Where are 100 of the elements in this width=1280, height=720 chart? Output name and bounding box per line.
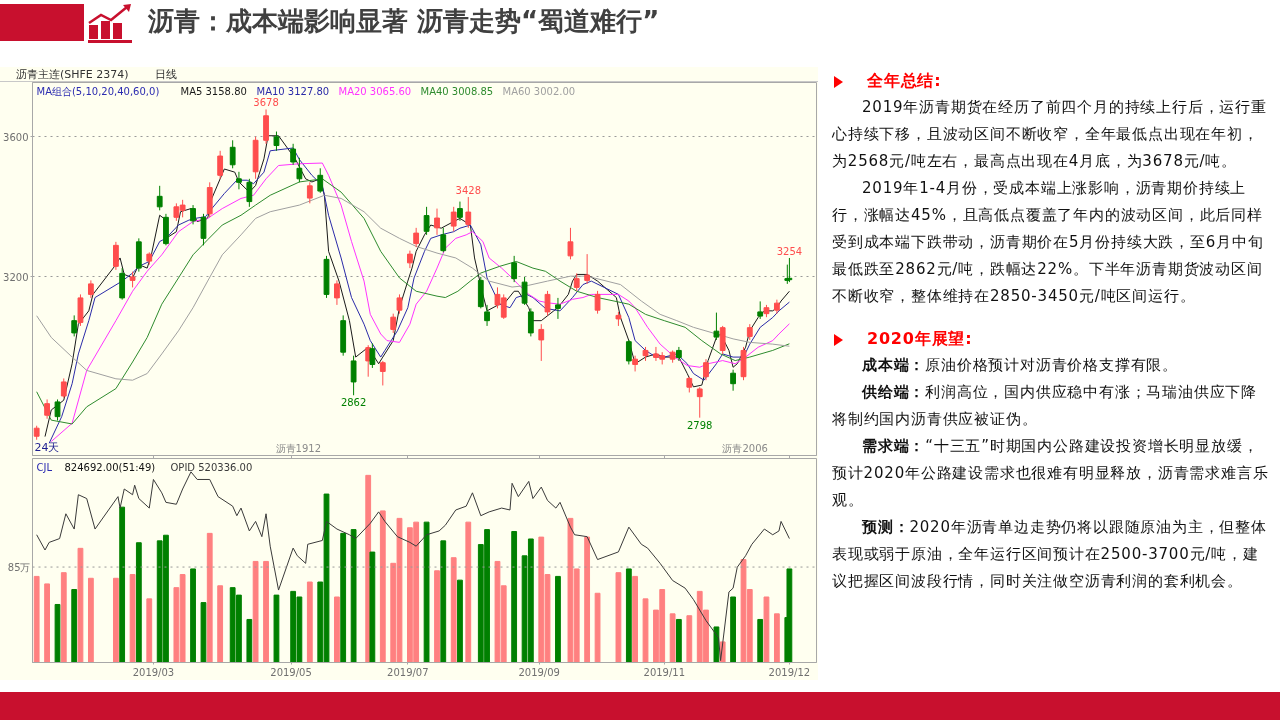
bar [632,575,638,663]
candlestick [719,325,726,355]
annotation: 3428 [455,185,482,197]
candlestick [190,204,196,225]
bar [71,589,78,663]
candlestick [273,131,280,152]
candlestick [594,290,601,315]
chart-subtitle: 沥青主连(SHFE 2374) [16,68,129,81]
candlestick [317,167,324,194]
legend-title: CJL [36,461,53,473]
text: 预测：2020年沥青单边走势仍将以跟随原油为主，但整体表现或弱于原油，全年运行区间预计在2500-3700元/吨，建议把握区间波段行情，同时关注做空沥青利润的套利机会。 [832,517,1268,592]
x-tick-label: 2019/12 [768,666,811,678]
ref-line-label: 85万 [7,561,31,573]
y-tick-label: 3600 [3,131,29,143]
text: 2019年沥青期货在经历了前四个月的持续上行后，运行重心持续下移，且波动区间不断收窄，全年最低点出现在年初，为2568元/吨左右，最高点出现在4月底，为3678元/吨。 [832,97,1268,172]
chart-title: 沥青：成本端影响显著 沥青走势“蜀道难行” [148,5,660,38]
text: MA5 3158.80 [180,85,247,97]
bar [33,575,40,663]
candlestick [538,323,545,362]
text: 全年总结: [866,70,943,92]
bar [252,560,259,663]
bar [263,560,269,663]
candlestick [334,279,340,306]
x-tick-label: 2019/07 [387,666,429,678]
candlestick [236,171,242,190]
candlestick [527,307,534,337]
candlestick [306,181,313,204]
annotation: 2862 [340,397,367,409]
candlestick [413,227,420,248]
bar [246,618,253,663]
bar [369,551,376,663]
bar [334,596,340,663]
candlestick [567,227,574,260]
text: MA40 3008.85 [420,85,494,97]
candlestick [434,208,440,236]
text: 日线 [154,68,177,81]
bar [44,583,50,663]
candlestick [544,290,551,316]
candlestick [440,227,447,253]
x-tick-label: 2019/11 [643,666,686,678]
bar [465,521,472,663]
bar [340,532,347,663]
bar [146,598,153,663]
candlestick [156,185,163,211]
text: 供给端：利润高位，国内供应稳中有涨；马瑞油供应下降将制约国内沥青供应被证伪。 [832,382,1258,430]
bar [584,536,591,663]
bar [54,603,61,663]
x-tick-label: 2019/05 [270,666,312,678]
bar [615,572,622,663]
annotation: 24天 [34,440,60,454]
candlestick [423,206,430,236]
x-tick-label: 2019/09 [518,666,560,678]
candlestick [632,355,638,372]
candlestick [54,398,61,421]
bar [555,575,561,663]
candlestick [350,355,357,396]
candlestick [290,143,297,166]
bar [730,596,736,663]
bar [440,540,447,663]
candlestick [511,255,518,283]
text: 需求端：“十三五”时期国内公路建设投资增长明显放缓，预计2020年公路建设需求也很难有明显释放，沥青需求难言乐观。 [832,436,1270,511]
bar [200,602,207,663]
candlestick [584,253,591,285]
bar [434,570,440,663]
candlestick [457,201,463,222]
bar [642,598,649,663]
bar [135,542,142,663]
series-label: OPID 520336.00 [170,461,253,473]
annotation: 3254 [776,245,803,257]
bar [77,547,84,663]
bar [306,581,313,663]
candlestick [296,157,303,183]
text: 成本端：原油价格预计对沥青价格支撑有限。 [861,355,1179,376]
annotation: 3678 [253,97,279,109]
annotation: 沥青2006 [722,442,768,454]
bar [350,529,357,663]
annotation: 2798 [687,419,713,431]
candlestick [71,314,78,337]
candlestick [696,386,703,419]
candlestick [246,178,253,208]
candlestick [450,206,457,232]
bar [113,577,119,663]
candlestick [379,360,386,386]
candlestick [390,313,397,334]
bar [190,568,196,663]
bar [450,557,457,663]
bar [423,521,430,663]
bar [457,579,463,663]
candlestick [44,398,50,420]
text: MA10 3127.80 [256,85,330,97]
bar [786,568,793,663]
bar [273,594,280,663]
bar [119,506,126,663]
annotation: 沥青1912 [275,442,321,454]
bar [669,613,676,663]
legend-title: MA组合(5,10,20,40,60,0) [36,85,160,97]
candlestick [396,293,403,315]
candlestick [730,369,736,392]
candlestick [555,297,561,320]
candlestick [521,276,528,306]
